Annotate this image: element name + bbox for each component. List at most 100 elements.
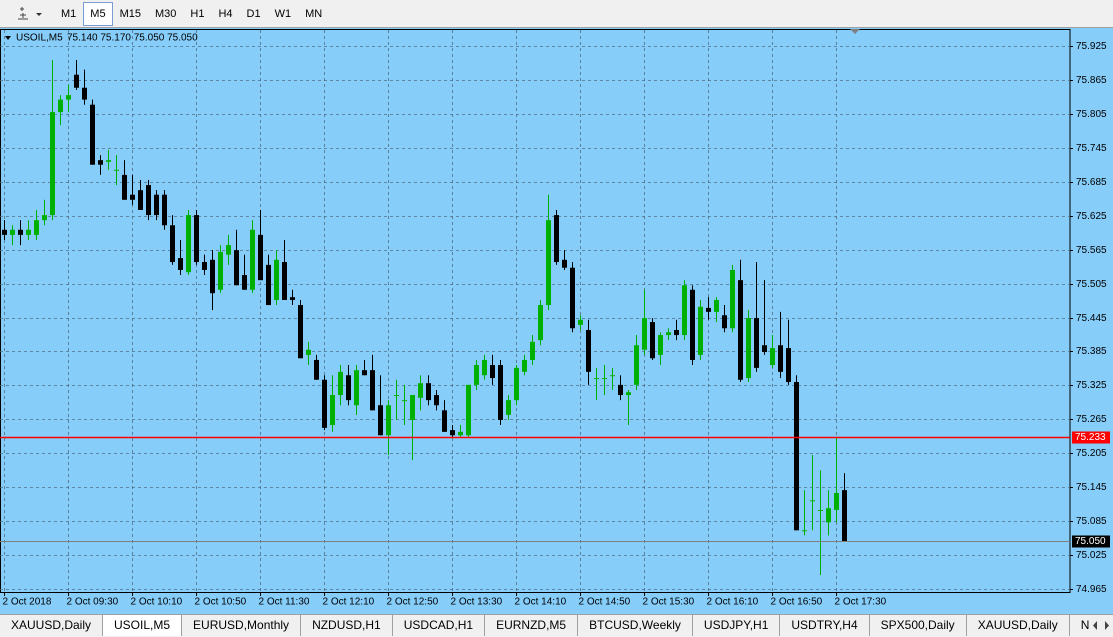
x-tick-label: 2 Oct 14:50 (579, 597, 631, 608)
chart-tab[interactable]: EURUSD,Monthly (182, 615, 302, 636)
candle-body (738, 280, 743, 380)
candle-body (818, 509, 823, 511)
candle-body (842, 490, 847, 542)
chart-tab[interactable]: USOIL,M5 (103, 615, 183, 636)
chart-tabs: XAUUSD,Daily USOIL,M5 EURUSD,Monthly NZDUSD… (0, 614, 1113, 637)
candle-body (194, 215, 199, 263)
candle-body (2, 229, 7, 235)
timeframe-button[interactable]: D1 (246, 7, 261, 20)
candle-body (498, 365, 503, 420)
candle-body (90, 104, 95, 165)
y-tick-label: 75.565 (1076, 245, 1107, 256)
candle-body (466, 384, 471, 436)
candle-body (618, 384, 623, 396)
candle-body (482, 359, 487, 376)
candle-body (586, 329, 591, 372)
candle-body (58, 99, 63, 113)
candle-body (770, 348, 775, 366)
candle-body (634, 345, 639, 385)
candle-body (578, 319, 583, 325)
chart-tab[interactable]: NZDUSD,H1 (301, 615, 393, 636)
candle-body (610, 375, 615, 377)
timeframe-button[interactable]: M5 (83, 1, 113, 26)
candle-body (442, 410, 447, 432)
bid-badge (1072, 535, 1110, 548)
chart-tab[interactable]: XAUUSD,Daily (0, 615, 104, 636)
candle-body (250, 229, 255, 290)
chart-ohlc: 75.140 75.170 75.050 75.050 (67, 33, 198, 44)
timeframe-button[interactable]: MN (305, 7, 323, 20)
chart-tab[interactable]: USDTRY,H4 (780, 615, 870, 636)
x-tick-label: 2 Oct 14:10 (515, 597, 567, 608)
x-tick-label: 2 Oct 2018 (3, 597, 52, 608)
candle-body (602, 378, 607, 380)
chart-tab[interactable]: BTCUSD,Weekly (578, 615, 693, 636)
candle-body (698, 306, 703, 355)
candle-body (786, 348, 791, 383)
candle-body (778, 345, 783, 372)
chart-tools-icon[interactable] (0, 0, 48, 27)
candle-body (794, 382, 799, 531)
x-tick-label: 2 Oct 11:30 (259, 597, 310, 608)
candle-body (570, 267, 575, 329)
candle-body (178, 258, 183, 270)
candle-body (754, 318, 759, 368)
x-tick-label: 2 Oct 10:50 (195, 597, 247, 608)
candle-body (450, 430, 455, 436)
candle-body (122, 174, 127, 200)
timeframe-button[interactable]: M1 (61, 7, 77, 20)
timeframe-button[interactable]: H1 (190, 7, 205, 20)
candle-body (658, 335, 663, 355)
candle-body (98, 160, 103, 165)
candle-body (370, 370, 375, 411)
x-tick-label: 2 Oct 17:30 (835, 597, 887, 608)
chart: 75.925 75.865 75.805 75.745 75.685 75.625 75.5… (0, 28, 1113, 614)
candle-body (722, 315, 727, 329)
chart-tab[interactable]: USDJPY,H1 (693, 615, 781, 636)
candle-body (538, 305, 543, 341)
chart-tab[interactable]: XAUUSD,Daily (967, 615, 1070, 636)
candle-body (42, 215, 47, 221)
timeframe-button[interactable]: H4 (218, 7, 233, 20)
candle-body (594, 378, 599, 380)
y-tick-label: 75.745 (1076, 143, 1107, 154)
candle-body (34, 220, 39, 235)
candle-body (338, 371, 343, 396)
candle-body (146, 185, 151, 216)
plot-background (0, 28, 1113, 614)
candle-body (106, 160, 111, 162)
chart-symbol: USOIL,M5 (16, 33, 63, 44)
candle-body (530, 341, 535, 360)
chart-tab[interactable]: USDCAD,H1 (393, 615, 486, 636)
tab-scroll[interactable] (1089, 615, 1113, 636)
y-tick-label: 75.625 (1076, 211, 1107, 222)
chart-tab[interactable]: EURNZD,M5 (485, 615, 579, 636)
plot-frame (0, 29, 1071, 593)
chart-tab[interactable]: SPX500,Daily (870, 615, 967, 636)
timeframe-button[interactable]: W1 (274, 7, 292, 20)
candle-body (242, 275, 247, 290)
candle-body (394, 395, 399, 397)
candle-body (386, 405, 391, 436)
candle-body (82, 87, 87, 100)
candle-body (346, 375, 351, 401)
candle-body (434, 395, 439, 406)
candle-body (138, 190, 143, 210)
candle-body (186, 215, 191, 273)
y-tick-label: 75.205 (1076, 448, 1107, 459)
candle-body (202, 262, 207, 270)
y-tick-label: 75.085 (1076, 516, 1107, 527)
candle-body (554, 215, 559, 263)
candle-body (282, 262, 287, 300)
candle-body (66, 95, 71, 100)
candle-body (410, 395, 415, 420)
candle-body (226, 245, 231, 255)
timeframe-button[interactable]: M15 (119, 7, 141, 20)
candle-body (378, 405, 383, 436)
timeframe-button[interactable]: M30 (154, 7, 177, 20)
candle-body (170, 225, 175, 263)
y-tick-label: 75.505 (1076, 279, 1107, 290)
candle-body (154, 194, 159, 216)
x-tick-label: 2 Oct 15:30 (643, 597, 695, 608)
